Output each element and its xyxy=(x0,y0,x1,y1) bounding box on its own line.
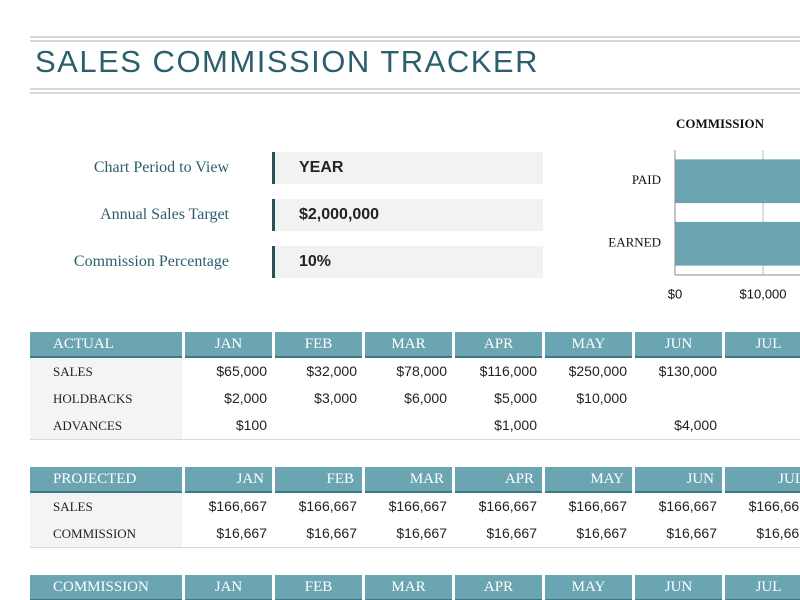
header-cell: FEB xyxy=(275,467,362,493)
bar xyxy=(675,159,800,204)
y-tick-label: PAID xyxy=(632,172,661,187)
cell: $10,000 xyxy=(576,390,627,406)
setting-label: Annual Sales Target xyxy=(100,206,229,223)
cell: $100 xyxy=(235,417,267,433)
header-cell: COMMISSION xyxy=(30,575,182,600)
x-tick-label: $0 xyxy=(668,286,682,301)
cell: $16,667 xyxy=(396,525,447,541)
cell: $166,667 xyxy=(658,498,717,514)
row-label: SALES xyxy=(30,358,182,385)
cell: $6,000 xyxy=(404,390,447,406)
header-cell: JUN xyxy=(635,332,722,358)
rule xyxy=(30,88,800,90)
rule xyxy=(30,40,800,42)
header-cell: APR xyxy=(455,332,542,358)
header-cell: JUN xyxy=(635,467,722,493)
bar xyxy=(675,221,800,266)
cell: $16,667 xyxy=(306,525,357,541)
header-cell: JUN xyxy=(635,575,722,600)
cell: $32,000 xyxy=(306,363,357,379)
setting-value[interactable]: 10% xyxy=(272,246,543,278)
cell: $130,000 xyxy=(658,363,717,379)
cell: $166,667 xyxy=(388,498,447,514)
header-cell: MAY xyxy=(545,467,632,493)
table-border xyxy=(30,439,800,440)
header-cell: MAY xyxy=(545,332,632,358)
header-cell: FEB xyxy=(275,332,362,358)
cell: $4,000 xyxy=(674,417,717,433)
row-label: SALES xyxy=(30,493,182,520)
rule xyxy=(30,36,800,38)
cell: $116,000 xyxy=(479,363,537,379)
commission-chart: COMMISSION $0 $10,000 PAID EARNED xyxy=(608,116,800,301)
header-cell: MAR xyxy=(365,575,452,600)
cell: $250,000 xyxy=(568,363,627,379)
cell: $16,667 xyxy=(666,525,717,541)
header-cell: JUL xyxy=(725,332,800,358)
header-cell: MAR xyxy=(365,467,452,493)
row-label: COMMISSION xyxy=(30,520,182,547)
y-tick-label: EARNED xyxy=(608,235,661,250)
table-border xyxy=(30,547,800,548)
header-cell: APR xyxy=(455,467,542,493)
cell: $16,667 xyxy=(576,525,627,541)
row-label: HOLDBACKS xyxy=(30,385,182,412)
cell: $166,667 xyxy=(568,498,627,514)
row-label: ADVANCES xyxy=(30,412,182,439)
cell: $166,667 xyxy=(298,498,357,514)
chart-title: COMMISSION xyxy=(676,116,765,131)
setting-label: Commission Percentage xyxy=(73,253,229,270)
cell: $166,667 xyxy=(748,498,800,514)
cell: $5,000 xyxy=(494,390,537,406)
x-tick-label: $10,000 xyxy=(740,286,787,301)
header-cell: FEB xyxy=(275,575,362,600)
header-cell: APR xyxy=(455,575,542,600)
cell: $2,000 xyxy=(224,390,267,406)
cell: $78,000 xyxy=(396,363,447,379)
header-cell: JAN xyxy=(185,467,272,493)
setting-value[interactable]: YEAR xyxy=(272,152,543,184)
header-cell: JAN xyxy=(185,575,272,600)
cell: $16,667 xyxy=(216,525,267,541)
cell: $16,667 xyxy=(486,525,537,541)
setting-label: Chart Period to View xyxy=(93,159,229,176)
header-cell: ACTUAL xyxy=(30,332,182,358)
title: SALES COMMISSION TRACKER xyxy=(35,44,539,79)
cell: $16,667 xyxy=(756,525,800,541)
header-cell: MAY xyxy=(545,575,632,600)
setting-value[interactable]: $2,000,000 xyxy=(272,199,543,231)
header-cell: JAN xyxy=(185,332,272,358)
cell: $166,667 xyxy=(478,498,537,514)
header-cell: PROJECTED xyxy=(30,467,182,493)
cell: $1,000 xyxy=(494,417,537,433)
rule xyxy=(30,92,800,94)
header-cell: JUL xyxy=(725,467,800,493)
cell: $166,667 xyxy=(208,498,267,514)
cell: $3,000 xyxy=(314,390,357,406)
cell: $65,000 xyxy=(216,363,267,379)
header-cell: JUL xyxy=(725,575,800,600)
header-cell: MAR xyxy=(365,332,452,358)
